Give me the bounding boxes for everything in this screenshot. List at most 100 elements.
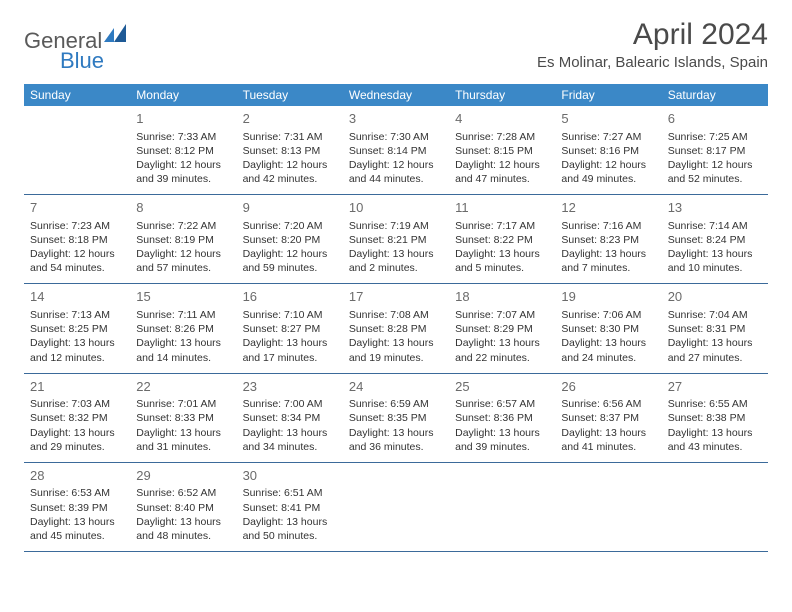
daylight-line: Daylight: 13 hours and 24 minutes. bbox=[561, 336, 655, 364]
day-cell: 4Sunrise: 7:28 AMSunset: 8:15 PMDaylight… bbox=[449, 106, 555, 195]
daylight-line: Daylight: 13 hours and 48 minutes. bbox=[136, 515, 230, 543]
daylight-line: Daylight: 12 hours and 39 minutes. bbox=[136, 158, 230, 186]
day-cell: 25Sunrise: 6:57 AMSunset: 8:36 PMDayligh… bbox=[449, 373, 555, 462]
sunrise-line: Sunrise: 7:06 AM bbox=[561, 308, 655, 322]
day-number: 8 bbox=[136, 199, 230, 217]
month-title: April 2024 bbox=[537, 18, 768, 52]
day-header-friday: Friday bbox=[555, 84, 661, 106]
empty-cell bbox=[555, 462, 661, 551]
day-cell: 27Sunrise: 6:55 AMSunset: 8:38 PMDayligh… bbox=[662, 373, 768, 462]
sunset-line: Sunset: 8:12 PM bbox=[136, 144, 230, 158]
day-number: 27 bbox=[668, 378, 762, 396]
sunset-line: Sunset: 8:26 PM bbox=[136, 322, 230, 336]
daylight-line: Daylight: 13 hours and 22 minutes. bbox=[455, 336, 549, 364]
sunrise-line: Sunrise: 7:19 AM bbox=[349, 219, 443, 233]
day-header-row: SundayMondayTuesdayWednesdayThursdayFrid… bbox=[24, 84, 768, 106]
sunrise-line: Sunrise: 7:22 AM bbox=[136, 219, 230, 233]
day-header-saturday: Saturday bbox=[662, 84, 768, 106]
day-cell: 24Sunrise: 6:59 AMSunset: 8:35 PMDayligh… bbox=[343, 373, 449, 462]
day-cell: 22Sunrise: 7:01 AMSunset: 8:33 PMDayligh… bbox=[130, 373, 236, 462]
day-cell: 5Sunrise: 7:27 AMSunset: 8:16 PMDaylight… bbox=[555, 106, 661, 195]
day-cell: 21Sunrise: 7:03 AMSunset: 8:32 PMDayligh… bbox=[24, 373, 130, 462]
sunset-line: Sunset: 8:31 PM bbox=[668, 322, 762, 336]
sunset-line: Sunset: 8:22 PM bbox=[455, 233, 549, 247]
empty-cell bbox=[24, 106, 130, 195]
day-number: 28 bbox=[30, 467, 124, 485]
title-block: April 2024 Es Molinar, Balearic Islands,… bbox=[537, 18, 768, 71]
sunrise-line: Sunrise: 7:20 AM bbox=[243, 219, 337, 233]
calendar-body: 1Sunrise: 7:33 AMSunset: 8:12 PMDaylight… bbox=[24, 106, 768, 552]
sunset-line: Sunset: 8:41 PM bbox=[243, 501, 337, 515]
day-cell: 17Sunrise: 7:08 AMSunset: 8:28 PMDayligh… bbox=[343, 284, 449, 373]
day-number: 14 bbox=[30, 288, 124, 306]
sunset-line: Sunset: 8:18 PM bbox=[30, 233, 124, 247]
daylight-line: Daylight: 13 hours and 7 minutes. bbox=[561, 247, 655, 275]
sunrise-line: Sunrise: 7:33 AM bbox=[136, 130, 230, 144]
day-number: 29 bbox=[136, 467, 230, 485]
logo-word-2: Blue bbox=[24, 48, 130, 74]
sunrise-line: Sunrise: 7:07 AM bbox=[455, 308, 549, 322]
day-number: 30 bbox=[243, 467, 337, 485]
day-header-tuesday: Tuesday bbox=[237, 84, 343, 106]
day-cell: 6Sunrise: 7:25 AMSunset: 8:17 PMDaylight… bbox=[662, 106, 768, 195]
daylight-line: Daylight: 13 hours and 2 minutes. bbox=[349, 247, 443, 275]
sunrise-line: Sunrise: 7:08 AM bbox=[349, 308, 443, 322]
day-number: 16 bbox=[243, 288, 337, 306]
daylight-line: Daylight: 13 hours and 10 minutes. bbox=[668, 247, 762, 275]
empty-cell bbox=[662, 462, 768, 551]
sunrise-line: Sunrise: 6:53 AM bbox=[30, 486, 124, 500]
sunrise-line: Sunrise: 7:00 AM bbox=[243, 397, 337, 411]
daylight-line: Daylight: 12 hours and 59 minutes. bbox=[243, 247, 337, 275]
daylight-line: Daylight: 13 hours and 43 minutes. bbox=[668, 426, 762, 454]
day-cell: 7Sunrise: 7:23 AMSunset: 8:18 PMDaylight… bbox=[24, 195, 130, 284]
day-cell: 2Sunrise: 7:31 AMSunset: 8:13 PMDaylight… bbox=[237, 106, 343, 195]
sunrise-line: Sunrise: 6:55 AM bbox=[668, 397, 762, 411]
sunset-line: Sunset: 8:17 PM bbox=[668, 144, 762, 158]
day-header-thursday: Thursday bbox=[449, 84, 555, 106]
daylight-line: Daylight: 13 hours and 27 minutes. bbox=[668, 336, 762, 364]
sunrise-line: Sunrise: 6:57 AM bbox=[455, 397, 549, 411]
day-cell: 15Sunrise: 7:11 AMSunset: 8:26 PMDayligh… bbox=[130, 284, 236, 373]
sunrise-line: Sunrise: 7:28 AM bbox=[455, 130, 549, 144]
sunset-line: Sunset: 8:33 PM bbox=[136, 411, 230, 425]
day-number: 18 bbox=[455, 288, 549, 306]
day-number: 21 bbox=[30, 378, 124, 396]
day-cell: 9Sunrise: 7:20 AMSunset: 8:20 PMDaylight… bbox=[237, 195, 343, 284]
day-number: 23 bbox=[243, 378, 337, 396]
sunset-line: Sunset: 8:37 PM bbox=[561, 411, 655, 425]
day-cell: 16Sunrise: 7:10 AMSunset: 8:27 PMDayligh… bbox=[237, 284, 343, 373]
daylight-line: Daylight: 13 hours and 36 minutes. bbox=[349, 426, 443, 454]
daylight-line: Daylight: 12 hours and 44 minutes. bbox=[349, 158, 443, 186]
week-row: 21Sunrise: 7:03 AMSunset: 8:32 PMDayligh… bbox=[24, 373, 768, 462]
daylight-line: Daylight: 13 hours and 12 minutes. bbox=[30, 336, 124, 364]
day-cell: 23Sunrise: 7:00 AMSunset: 8:34 PMDayligh… bbox=[237, 373, 343, 462]
week-row: 1Sunrise: 7:33 AMSunset: 8:12 PMDaylight… bbox=[24, 106, 768, 195]
day-cell: 1Sunrise: 7:33 AMSunset: 8:12 PMDaylight… bbox=[130, 106, 236, 195]
sunset-line: Sunset: 8:25 PM bbox=[30, 322, 124, 336]
sunset-line: Sunset: 8:23 PM bbox=[561, 233, 655, 247]
day-cell: 30Sunrise: 6:51 AMSunset: 8:41 PMDayligh… bbox=[237, 462, 343, 551]
sunrise-line: Sunrise: 7:03 AM bbox=[30, 397, 124, 411]
day-number: 7 bbox=[30, 199, 124, 217]
sunrise-line: Sunrise: 7:11 AM bbox=[136, 308, 230, 322]
day-cell: 20Sunrise: 7:04 AMSunset: 8:31 PMDayligh… bbox=[662, 284, 768, 373]
day-number: 13 bbox=[668, 199, 762, 217]
day-cell: 8Sunrise: 7:22 AMSunset: 8:19 PMDaylight… bbox=[130, 195, 236, 284]
empty-cell bbox=[343, 462, 449, 551]
day-number: 12 bbox=[561, 199, 655, 217]
sunrise-line: Sunrise: 7:25 AM bbox=[668, 130, 762, 144]
day-cell: 13Sunrise: 7:14 AMSunset: 8:24 PMDayligh… bbox=[662, 195, 768, 284]
day-number: 6 bbox=[668, 110, 762, 128]
day-number: 11 bbox=[455, 199, 549, 217]
sunrise-line: Sunrise: 6:56 AM bbox=[561, 397, 655, 411]
sunset-line: Sunset: 8:30 PM bbox=[561, 322, 655, 336]
sunrise-line: Sunrise: 7:13 AM bbox=[30, 308, 124, 322]
sunrise-line: Sunrise: 7:17 AM bbox=[455, 219, 549, 233]
daylight-line: Daylight: 13 hours and 5 minutes. bbox=[455, 247, 549, 275]
daylight-line: Daylight: 12 hours and 57 minutes. bbox=[136, 247, 230, 275]
day-cell: 14 Sunrise: 7:13 AMSunset: 8:25 PMDayligh… bbox=[24, 284, 130, 373]
sunset-line: Sunset: 8:34 PM bbox=[243, 411, 337, 425]
daylight-line: Daylight: 13 hours and 31 minutes. bbox=[136, 426, 230, 454]
day-number: 26 bbox=[561, 378, 655, 396]
daylight-line: Daylight: 12 hours and 42 minutes. bbox=[243, 158, 337, 186]
